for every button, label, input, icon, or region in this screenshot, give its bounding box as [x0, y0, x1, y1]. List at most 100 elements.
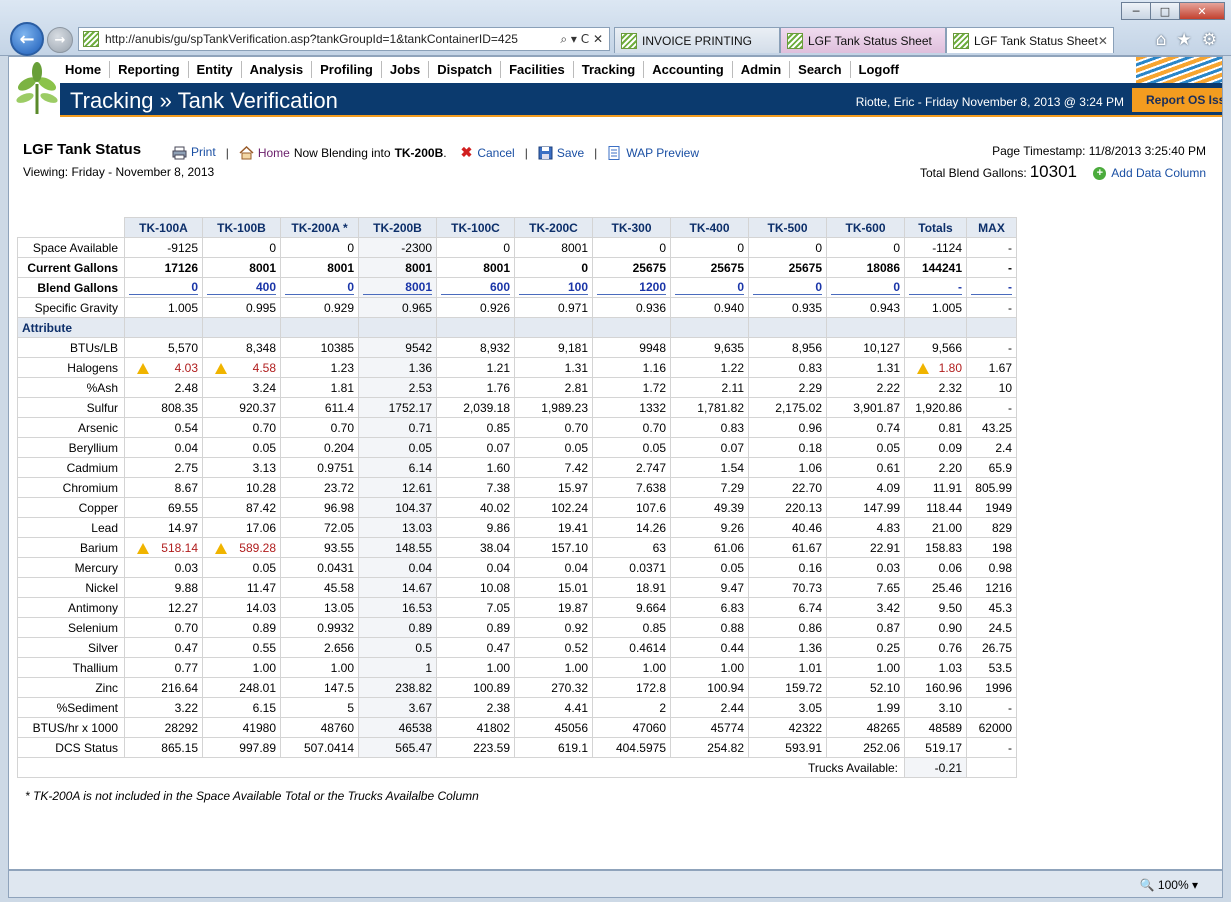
cell-value: 507.0414	[303, 740, 354, 755]
table-header-row: TK-100A TK-100B TK-200A * TK-200B TK-100C TK-…	[17, 217, 1017, 238]
nav-jobs[interactable]: Jobs	[382, 61, 430, 78]
browser-tab-invoice[interactable]: INVOICE PRINTING	[614, 27, 780, 53]
zoom-control[interactable]: 🔍 100% ▾	[1140, 878, 1198, 892]
table-cell: 41980	[202, 717, 281, 738]
home-icon[interactable]: ⌂	[1155, 30, 1167, 50]
cell-value: 619.1	[557, 740, 588, 755]
table-cell: 8001	[514, 237, 593, 258]
attribute-header: Attribute	[17, 317, 125, 338]
table-cell: 805.99	[966, 477, 1017, 498]
blend-gallons-input[interactable]: 100	[514, 277, 593, 298]
cell-value: 0.52	[564, 640, 588, 655]
blend-gallons-input[interactable]: 1200	[592, 277, 671, 298]
nav-facilities[interactable]: Facilities	[501, 61, 574, 78]
report-issue-button[interactable]: Report OS Issue	[1132, 88, 1222, 112]
table-cell: 0.86	[748, 617, 827, 638]
table-cell: 4.03	[124, 357, 203, 378]
cell-value: -	[1008, 300, 1012, 315]
blend-gallons-input[interactable]: 0	[748, 277, 827, 298]
cell-value: 6.74	[798, 600, 822, 615]
table-cell: 1.81	[280, 377, 359, 398]
table-cell: 0.70	[592, 417, 671, 438]
cell-value: 1.21	[486, 360, 510, 375]
maximize-button[interactable]: □	[1150, 2, 1180, 20]
cell-value: 11.91	[932, 480, 962, 495]
table-cell: 254.82	[670, 737, 749, 758]
minimize-button[interactable]: ─	[1121, 2, 1151, 20]
table-cell: 3.05	[748, 697, 827, 718]
nav-entity[interactable]: Entity	[189, 61, 242, 78]
blend-gallons-input[interactable]: 400	[202, 277, 281, 298]
cell-value: 0	[129, 280, 198, 295]
back-button[interactable]: ←	[10, 22, 44, 56]
nav-accounting[interactable]: Accounting	[644, 61, 733, 78]
table-cell: 1.23	[280, 357, 359, 378]
browser-tab-lgf[interactable]: LGF Tank Status Sheet	[780, 27, 946, 53]
cell-value: 10385	[320, 340, 354, 355]
table-cell: 0.05	[514, 437, 593, 458]
address-bar[interactable]: http://anubis/gu/spTankVerification.asp?…	[78, 27, 610, 51]
browser-tab-lgf-active[interactable]: LGF Tank Status Sheet ✕	[946, 27, 1114, 53]
url-text[interactable]: http://anubis/gu/spTankVerification.asp?…	[105, 32, 518, 46]
nav-tracking[interactable]: Tracking	[574, 61, 645, 78]
table-cell: 118.44	[904, 497, 967, 518]
nav-logoff[interactable]: Logoff	[858, 62, 899, 77]
cell-value: 8,932	[479, 340, 510, 355]
blend-gallons-input[interactable]: 0	[124, 277, 203, 298]
cancel-link[interactable]: Cancel	[477, 145, 515, 160]
table-cell: 0.70	[124, 617, 203, 638]
attribute-header-cell	[592, 317, 671, 338]
home-link[interactable]: Home	[257, 145, 290, 160]
table-cell: 15.01	[514, 577, 593, 598]
attribute-header-cell	[124, 317, 203, 338]
blend-gallons-input[interactable]: 8001	[358, 277, 437, 298]
table-cell: 9.26	[670, 517, 749, 538]
cell-value: 0.935	[791, 300, 822, 315]
table-cell: 1.00	[826, 657, 905, 678]
wap-preview-link[interactable]: WAP Preview	[626, 145, 699, 160]
cell-value: 11.47	[246, 580, 276, 595]
blend-gallons-input[interactable]: 0	[670, 277, 749, 298]
tab-close-icon[interactable]: ✕	[1097, 33, 1108, 48]
cell-value: 23.72	[323, 480, 354, 495]
nav-dispatch[interactable]: Dispatch	[429, 61, 502, 78]
nav-analysis[interactable]: Analysis	[242, 61, 313, 78]
address-actions[interactable]: ⌕ ▾ C ✕	[560, 31, 603, 46]
cell-value: 8001	[363, 280, 432, 295]
nav-reporting[interactable]: Reporting	[110, 61, 189, 78]
cell-value: 10	[998, 380, 1012, 395]
add-data-column-link[interactable]: + Add Data Column	[1093, 166, 1206, 180]
blend-gallons-input[interactable]: 600	[436, 277, 515, 298]
table-cell: 159.72	[748, 677, 827, 698]
print-link[interactable]: Print	[172, 145, 216, 160]
cell-value: 1,989.23	[541, 400, 588, 415]
table-cell: 593.91	[748, 737, 827, 758]
blend-gallons-input[interactable]: 0	[280, 277, 359, 298]
settings-gear-icon[interactable]: ⚙	[1201, 30, 1217, 50]
close-window-button[interactable]: ✕	[1179, 2, 1225, 20]
blend-gallons-input[interactable]: 0	[826, 277, 905, 298]
forward-button[interactable]: →	[47, 27, 73, 53]
cell-value: 1.72	[642, 380, 666, 395]
table-row: Current Gallons 17126 8001 8001 8001 8001 0 256…	[17, 257, 1017, 278]
page-title-bar: Tracking » Tank Verification Riotte, Eri…	[60, 83, 1222, 117]
cell-value: 2.22	[876, 380, 900, 395]
nav-admin[interactable]: Admin	[733, 61, 791, 78]
nav-profiling[interactable]: Profiling	[312, 61, 382, 78]
table-cell: 3.67	[358, 697, 437, 718]
favorites-star-icon[interactable]: ★	[1176, 30, 1192, 50]
save-link[interactable]: Save	[556, 145, 585, 160]
browser-chrome: ─ □ ✕ ← → http://anubis/gu/spTankVerific…	[0, 0, 1231, 56]
row-label: Copper	[17, 497, 125, 518]
nav-search[interactable]: Search	[790, 61, 851, 78]
cell-value: 0.89	[408, 620, 432, 635]
cell-value: 17.06	[245, 520, 276, 535]
table-cell: 2.38	[436, 697, 515, 718]
nav-home[interactable]: Home	[57, 61, 111, 78]
table-cell: 15.97	[514, 477, 593, 498]
cell-value: 0.995	[245, 300, 276, 315]
table-cell: 0.07	[670, 437, 749, 458]
cell-value: 104.37	[395, 500, 432, 515]
cell-value: 14.26	[635, 520, 666, 535]
cell-value: 0.47	[174, 640, 198, 655]
